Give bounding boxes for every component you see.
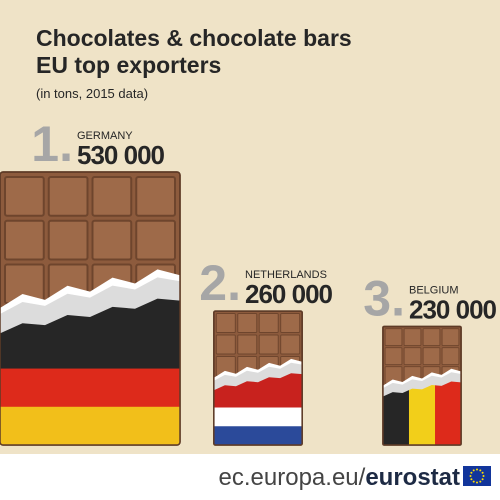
category-label: GERMANY <box>77 130 133 142</box>
chocolate-square <box>237 334 258 355</box>
chocolate-square <box>91 219 133 261</box>
rank: 1. <box>31 116 73 172</box>
flag-stripe <box>0 368 180 408</box>
chocolate-square <box>403 328 422 346</box>
flag-stripe <box>0 406 180 445</box>
flag-stripe <box>435 381 462 445</box>
value-label: 260 000 <box>245 279 333 309</box>
footer-brand: eurostat <box>365 464 460 491</box>
bar-outline <box>382 325 462 446</box>
rank: 3. <box>363 271 405 327</box>
chocolate-square <box>47 219 89 261</box>
chocolate-square <box>441 328 460 346</box>
chocolate-square <box>280 313 301 334</box>
chocolate-square <box>258 313 279 334</box>
chocolate-bar <box>382 325 462 446</box>
chocolate-square <box>384 347 403 365</box>
chocolate-square <box>280 334 301 355</box>
flag <box>213 373 303 445</box>
chocolate-square <box>403 347 422 365</box>
category-label: BELGIUM <box>409 285 459 297</box>
chocolate-square <box>258 334 279 355</box>
flag-stripe <box>408 381 436 445</box>
bar-outline <box>213 310 303 446</box>
chocolate-square <box>422 347 441 365</box>
footer-url: ec.europa.eu/ <box>219 464 366 491</box>
flag-stripe <box>213 426 303 445</box>
chocolate-square <box>135 176 176 217</box>
chocolate-square <box>135 219 176 261</box>
bar-outline <box>0 171 181 446</box>
chocolate-square <box>4 219 45 261</box>
chocolate-bar <box>0 171 181 446</box>
chocolate-square <box>47 176 89 217</box>
chocolate-square <box>237 313 258 334</box>
chocolate-square <box>91 176 133 217</box>
footer-text: ec.europa.eu/eurostat <box>219 464 460 491</box>
subtitle: (in tons, 2015 data) <box>36 86 148 101</box>
value-label: 530 000 <box>77 140 165 170</box>
chart-title-line2: EU top exporters <box>36 52 221 78</box>
chocolate-square <box>215 334 236 355</box>
flag-stripe <box>213 407 303 427</box>
chocolate-square <box>422 328 441 346</box>
chocolate-square <box>384 328 403 346</box>
chocolate-square <box>4 176 45 217</box>
rank: 2. <box>199 255 241 311</box>
eu-flag <box>463 466 491 486</box>
chocolate-bar <box>213 310 303 446</box>
category-label: NETHERLANDS <box>245 269 327 281</box>
chart-title: Chocolates & chocolate bars <box>36 25 352 51</box>
chocolate-square <box>215 313 236 334</box>
footer-band <box>0 454 500 500</box>
chocolate-square <box>441 347 460 365</box>
value-label: 230 000 <box>409 295 497 325</box>
